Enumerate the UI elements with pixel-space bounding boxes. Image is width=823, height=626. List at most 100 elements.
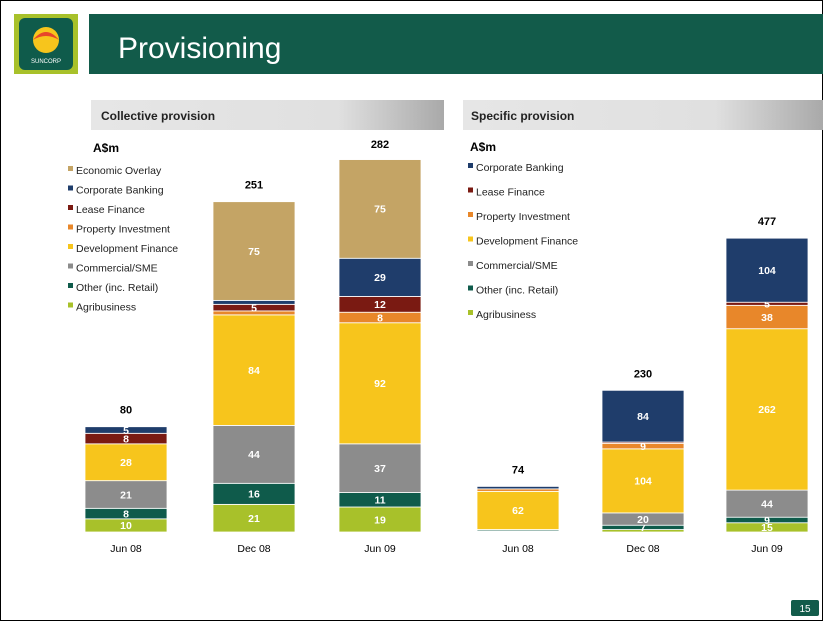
data-label: 5	[764, 299, 770, 311]
bar-segment	[725, 328, 809, 491]
total-label: 74	[512, 464, 525, 476]
bar-segment	[725, 237, 809, 303]
logo-arc	[33, 32, 59, 40]
legend-swatch	[468, 212, 473, 217]
data-label: 104	[634, 476, 652, 488]
bar-segment	[84, 426, 168, 434]
legend-label: Other (inc. Retail)	[76, 282, 158, 294]
x-tick-label: Jun 08	[502, 543, 534, 555]
legend-swatch	[68, 224, 73, 230]
data-label: 84	[248, 365, 260, 377]
page-number-box	[791, 600, 819, 616]
legend-swatch	[468, 163, 473, 168]
data-label: 16	[248, 489, 260, 501]
legend-label: Lease Finance	[476, 186, 545, 198]
page-title: Provisioning	[118, 32, 281, 65]
bar-segment	[212, 503, 296, 533]
data-label: 104	[758, 265, 776, 277]
data-label: 9	[764, 515, 770, 527]
x-tick-label: Dec 08	[626, 543, 659, 555]
data-label: 37	[374, 463, 386, 475]
data-label: 75	[374, 204, 386, 216]
header-bar	[89, 14, 823, 74]
data-label: 5	[251, 302, 257, 314]
unit-label: A$m	[93, 141, 119, 155]
data-label: 15	[761, 522, 773, 534]
data-label: 7	[640, 522, 646, 534]
data-label: 10	[120, 520, 132, 532]
data-label: 19	[374, 514, 386, 526]
legend-label: Development Finance	[476, 235, 578, 247]
logo-text: SUNCORP	[31, 59, 61, 65]
legend-label: Economic Overlay	[76, 165, 162, 177]
legend-swatch	[468, 285, 473, 291]
bar-segment	[338, 322, 422, 445]
panel-title: Specific provision	[471, 109, 574, 123]
data-label: 84	[637, 411, 649, 423]
legend-swatch	[468, 261, 473, 266]
legend-label: Corporate Banking	[76, 184, 164, 196]
legend-label: Property Investment	[76, 223, 170, 235]
bar-segment	[338, 159, 422, 259]
data-label: 21	[248, 513, 260, 525]
total-label: 477	[758, 216, 776, 228]
data-label: 29	[374, 272, 386, 284]
bar-segment	[212, 201, 296, 301]
data-label: 38	[761, 312, 773, 324]
legend-label: Commercial/SME	[76, 262, 158, 274]
data-label: 11	[374, 495, 385, 507]
legend-swatch	[68, 205, 73, 210]
bar-segment	[338, 443, 422, 493]
x-tick-label: Jun 08	[110, 543, 142, 555]
data-label: 8	[123, 433, 129, 445]
data-label: 8	[123, 508, 129, 520]
bar-segment	[212, 425, 296, 484]
data-label: 5	[123, 425, 129, 437]
legend-swatch	[68, 302, 73, 308]
panel-header	[463, 100, 823, 130]
data-label: 262	[758, 404, 776, 416]
legend-swatch	[468, 187, 473, 193]
total-label: 251	[245, 180, 263, 192]
legend-label: Agribusiness	[76, 301, 136, 313]
logo-sun	[33, 27, 59, 53]
bar-segment	[84, 480, 168, 509]
legend-label: Property Investment	[476, 211, 570, 223]
legend-swatch	[468, 310, 473, 315]
legend-label: Commercial/SME	[476, 260, 558, 272]
bar-segment	[212, 299, 296, 305]
legend-label: Lease Finance	[76, 204, 145, 216]
data-label: 28	[120, 457, 132, 469]
legend-swatch	[68, 166, 73, 171]
legend-swatch	[68, 244, 73, 249]
legend-swatch	[468, 236, 473, 242]
x-tick-label: Jun 09	[364, 543, 396, 555]
legend-label: Development Finance	[76, 243, 178, 255]
bar-segment	[212, 314, 296, 426]
total-label: 282	[371, 139, 389, 151]
legend-swatch	[68, 283, 73, 288]
data-label: 44	[761, 498, 773, 510]
data-label: 20	[637, 514, 649, 526]
bar-segment	[601, 448, 685, 514]
panel-title: Collective provision	[101, 109, 215, 123]
x-tick-label: Dec 08	[237, 543, 270, 555]
panel-header	[91, 100, 444, 130]
data-label: 8	[377, 312, 383, 324]
legend-swatch	[68, 185, 73, 191]
unit-label: A$m	[470, 140, 496, 154]
data-label: 75	[248, 246, 260, 258]
legend-label: Corporate Banking	[476, 162, 564, 174]
data-label: 21	[120, 489, 132, 501]
bar-segment	[338, 257, 422, 297]
data-label: 9	[640, 441, 646, 453]
bar-segment	[725, 489, 809, 518]
total-label: 230	[634, 368, 652, 380]
bar-segment	[601, 389, 685, 443]
x-tick-label: Jun 09	[751, 543, 783, 555]
legend-label: Other (inc. Retail)	[476, 284, 558, 296]
legend-label: Agribusiness	[476, 309, 536, 321]
data-label: 44	[248, 449, 260, 461]
page-number: 15	[799, 604, 811, 615]
